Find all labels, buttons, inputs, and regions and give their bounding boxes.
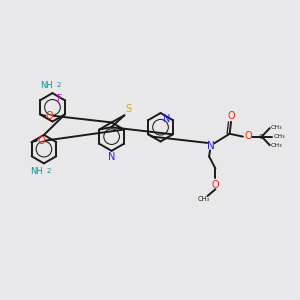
Text: C: C [259,134,264,140]
Text: 2: 2 [56,82,61,88]
Text: O: O [46,111,53,121]
Text: NH: NH [30,167,43,176]
Text: CH₃: CH₃ [197,196,209,202]
Text: CH₃: CH₃ [270,143,282,148]
Text: CH₃: CH₃ [270,125,282,130]
Text: O: O [37,136,45,146]
Text: 2: 2 [46,168,51,174]
Text: O: O [244,131,252,141]
Text: O: O [211,180,219,190]
Text: N: N [164,114,171,124]
Text: CH₃: CH₃ [274,134,285,139]
Text: O: O [227,111,235,121]
Text: N: N [207,141,214,151]
Text: N: N [108,152,115,162]
Text: F: F [56,94,61,103]
Text: NH: NH [40,81,52,90]
Text: S: S [125,104,131,114]
